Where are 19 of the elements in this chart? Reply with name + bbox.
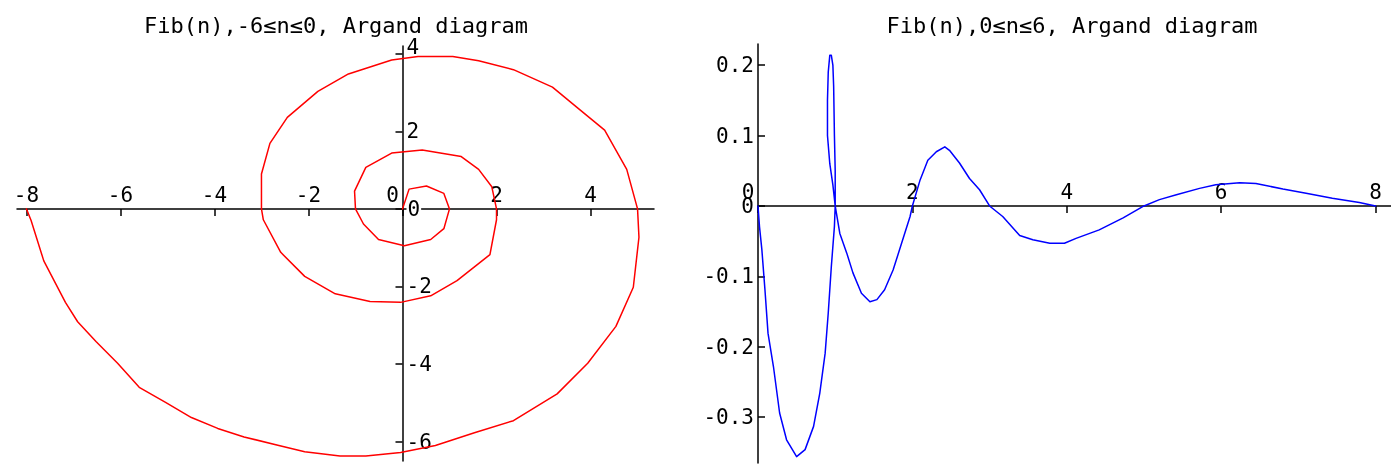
chart-title: Fib(n),0≤n≤6, Argand diagram [886,12,1258,38]
x-tick-label: 4 [1060,180,1074,205]
x-tick-label: 8 [1369,180,1382,205]
x-tick-label: 2 [906,180,919,205]
x-tick-label: -4 [201,183,228,208]
y-tick-label: -2 [406,274,432,299]
y-tick-label: -0.1 [703,264,754,289]
y-tick-label: 2 [406,119,420,144]
y-tick-label: 0.2 [716,53,754,78]
x-tick-label: -6 [107,183,134,208]
y-tick-label: -0.3 [703,405,754,430]
y-tick-label: 0.1 [716,123,754,148]
x-tick-label: -8 [13,183,40,208]
x-tick-label: 4 [584,183,597,208]
y-tick-label: -0.2 [703,334,754,359]
x-tick-label: -2 [295,183,322,208]
x-tick-label: 0 [386,183,399,208]
y-tick-label: -4 [406,352,432,377]
y-tick-label: -6 [406,429,432,454]
